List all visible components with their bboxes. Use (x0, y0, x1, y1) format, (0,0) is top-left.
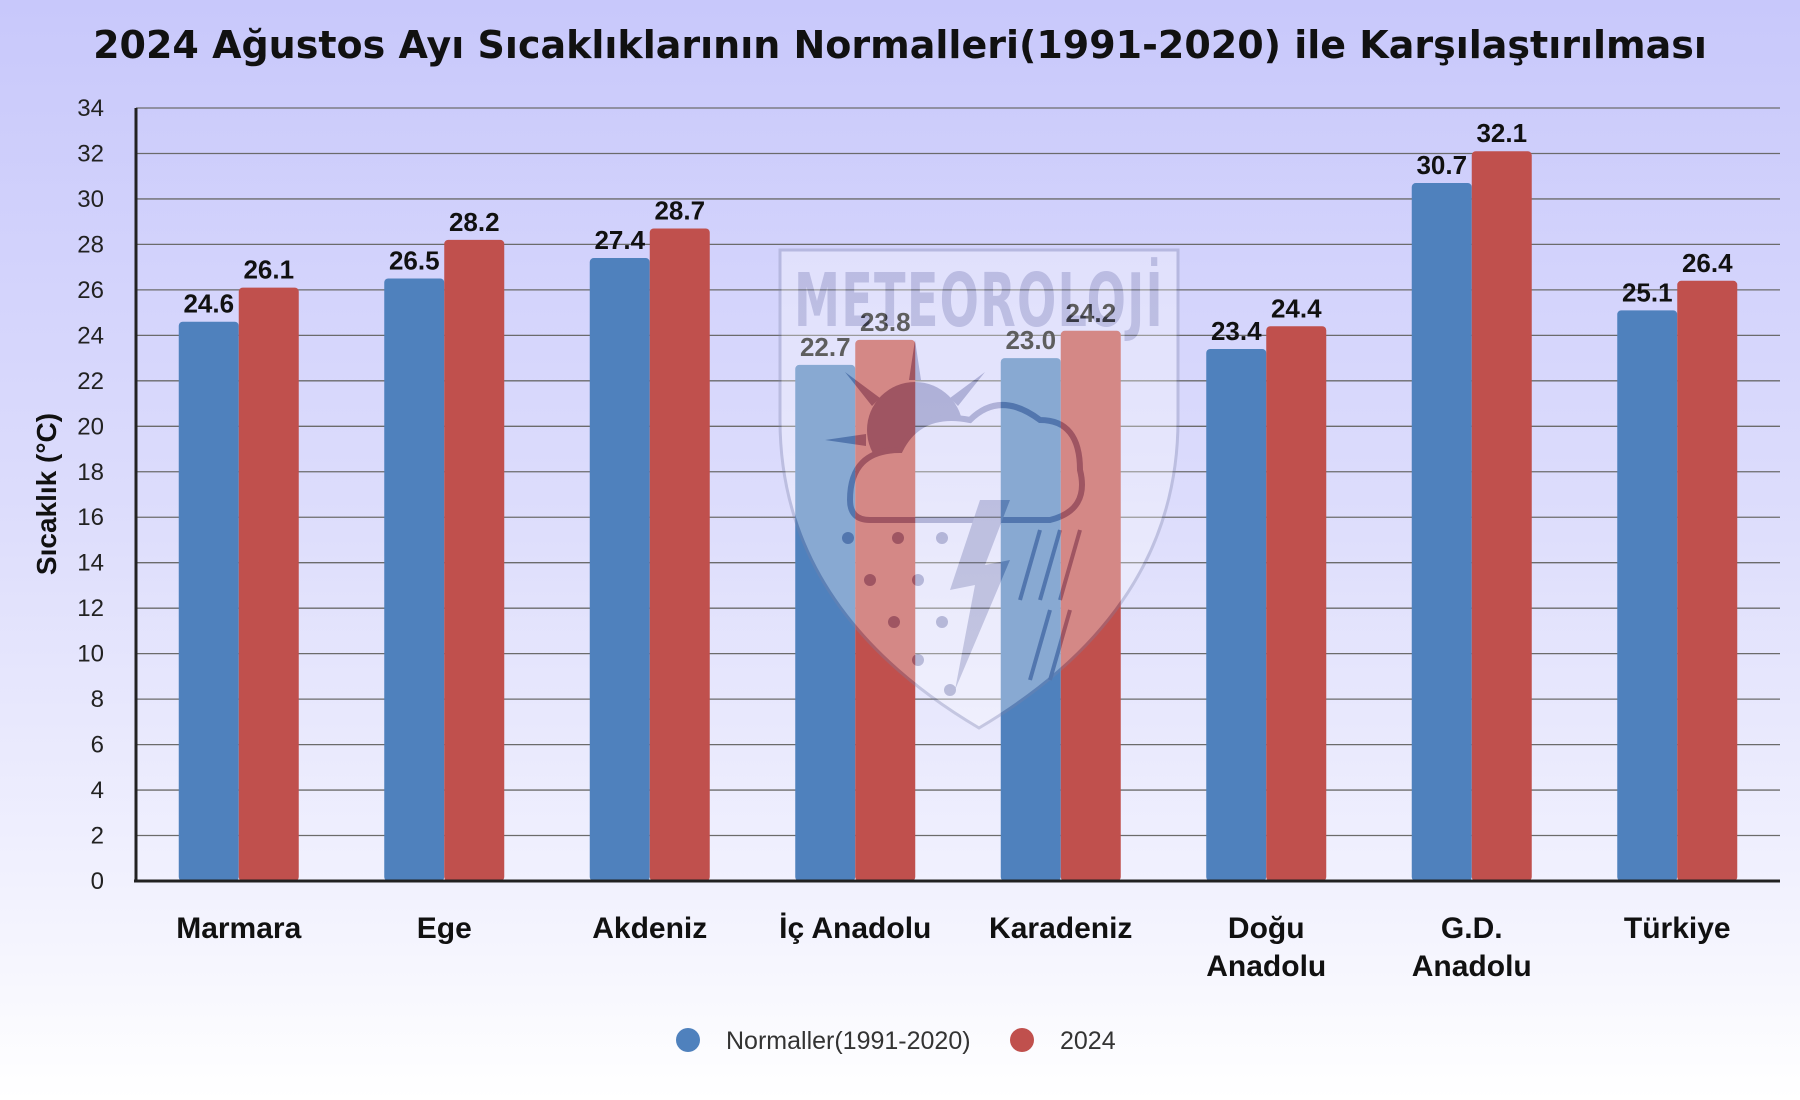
data-label: 28.7 (654, 195, 705, 225)
bar (855, 339, 916, 881)
data-label: 24.6 (183, 289, 234, 319)
data-label: 23.4 (1211, 316, 1262, 346)
legend-label: Normaller(1991-2020) (726, 1027, 971, 1055)
data-label: 23.0 (1005, 325, 1056, 355)
data-label: 23.8 (860, 307, 911, 337)
x-tick-label: Doğu (1228, 912, 1305, 945)
bar (1000, 358, 1061, 881)
bar (384, 278, 445, 881)
x-tick-label: G.D. (1441, 912, 1503, 945)
bar (238, 287, 299, 881)
y-tick-label: 14 (77, 550, 104, 577)
legend-marker (676, 1028, 700, 1052)
x-tick-label: İç Anadolu (779, 912, 931, 945)
x-tick-label: Anadolu (1412, 950, 1532, 983)
y-tick-label: 20 (77, 413, 104, 440)
watermark-text: METEOROLOJİ (794, 256, 1164, 344)
x-tick-label: Karadeniz (989, 912, 1132, 945)
y-tick-label: 30 (77, 186, 104, 213)
x-tick-label: Anadolu (1206, 950, 1326, 983)
x-tick-label: Türkiye (1624, 912, 1731, 945)
y-tick-label: 12 (77, 595, 104, 622)
y-tick-label: 18 (77, 459, 104, 486)
data-label: 25.1 (1622, 277, 1673, 307)
bar (589, 258, 650, 881)
data-label: 30.7 (1416, 150, 1467, 180)
y-tick-label: 34 (77, 95, 104, 122)
bar (1266, 326, 1327, 882)
y-tick-label: 8 (91, 686, 104, 713)
bar (1471, 151, 1532, 882)
data-label: 32.1 (1476, 118, 1527, 148)
y-tick-label: 22 (77, 368, 104, 395)
bar (1206, 348, 1267, 881)
x-tick-label: Ege (417, 912, 472, 945)
bar (1411, 183, 1472, 881)
y-axis-label: Sıcaklık (°C) (31, 413, 62, 575)
data-label: 26.5 (389, 246, 440, 276)
bar (1060, 330, 1121, 881)
bar (1677, 280, 1738, 882)
legend-marker (1010, 1028, 1034, 1052)
legend-label: 2024 (1060, 1027, 1116, 1055)
y-tick-label: 10 (77, 641, 104, 668)
x-tick-label: Akdeniz (592, 912, 707, 945)
y-tick-label: 28 (77, 231, 104, 258)
bar (178, 321, 239, 881)
data-label: 24.4 (1271, 293, 1322, 323)
x-axis-labels: Marmara Ege Akdeniz İç Anadolu Karadeniz Doğu… (176, 912, 1730, 983)
y-tick-label: 2 (91, 823, 104, 850)
x-tick-label: Marmara (176, 912, 301, 945)
data-label: 22.7 (800, 332, 851, 362)
y-tick-label: 4 (91, 777, 104, 804)
data-label: 28.2 (449, 207, 500, 237)
data-label: 26.4 (1682, 248, 1733, 278)
data-label: 24.2 (1065, 298, 1116, 328)
bar (649, 228, 710, 881)
data-label: 26.1 (243, 255, 294, 285)
bar (444, 239, 505, 882)
data-label: 27.4 (594, 225, 645, 255)
bars: 24.6 26.1 26.5 28.2 27.4 28.7 22.7 23.8 23.0 24.2… (178, 118, 1738, 882)
meteoroloji-watermark: METEOROLOJİ (778, 248, 1180, 730)
y-tick-label: 24 (77, 322, 104, 349)
y-tick-label: 16 (77, 504, 104, 531)
bar (1617, 310, 1678, 881)
legend: Normaller(1991-2020) 2024 (676, 1027, 1116, 1055)
y-tick-label: 0 (91, 868, 104, 895)
y-tick-label: 32 (77, 140, 104, 167)
bar (795, 364, 856, 881)
y-tick-label: 26 (77, 277, 104, 304)
chart-title: 2024 Ağustos Ayı Sıcaklıklarının Normall… (93, 23, 1707, 67)
y-tick-label: 6 (91, 732, 104, 759)
